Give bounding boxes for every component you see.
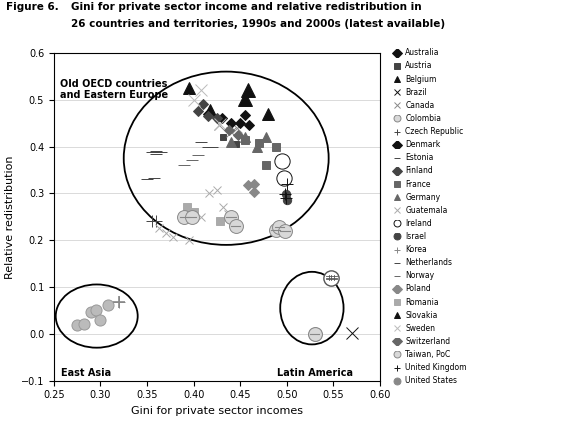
Text: Denmark: Denmark [405, 140, 441, 149]
Text: Israel: Israel [405, 232, 426, 241]
Text: Canada: Canada [405, 101, 435, 110]
Text: Ireland: Ireland [405, 219, 432, 228]
Text: Korea: Korea [405, 245, 427, 254]
Text: Latin America: Latin America [277, 368, 353, 378]
Text: Belgium: Belgium [405, 74, 437, 84]
Text: Gini for private sector income and relative redistribution in: Gini for private sector income and relat… [71, 2, 421, 12]
Text: Colombia: Colombia [405, 114, 441, 123]
Text: Australia: Australia [405, 48, 440, 58]
X-axis label: Gini for private sector incomes: Gini for private sector incomes [131, 406, 303, 416]
Text: Poland: Poland [405, 284, 431, 294]
Text: Figure 6.: Figure 6. [6, 2, 58, 12]
Text: Brazil: Brazil [405, 88, 427, 97]
Text: Guatemala: Guatemala [405, 206, 448, 215]
Text: United States: United States [405, 376, 458, 385]
Text: Norway: Norway [405, 271, 434, 280]
Text: Slovakia: Slovakia [405, 310, 438, 320]
Text: Netherlands: Netherlands [405, 258, 452, 267]
Text: 26 countries and territories, 1990s and 2000s (latest available): 26 countries and territories, 1990s and … [71, 19, 445, 29]
Y-axis label: Relative redistribution: Relative redistribution [5, 155, 15, 278]
Text: United Kingdom: United Kingdom [405, 363, 467, 372]
Text: Sweden: Sweden [405, 324, 435, 333]
Text: Switzerland: Switzerland [405, 337, 451, 346]
Text: Estonia: Estonia [405, 153, 434, 162]
Text: Taiwan, PoC: Taiwan, PoC [405, 350, 451, 359]
Text: Romania: Romania [405, 297, 439, 307]
Text: Old OECD countries
and Eastern Europe: Old OECD countries and Eastern Europe [61, 79, 168, 100]
Text: Germany: Germany [405, 192, 441, 202]
Text: France: France [405, 179, 431, 189]
Text: Czech Republic: Czech Republic [405, 127, 464, 136]
Text: Finland: Finland [405, 166, 433, 176]
Text: Austria: Austria [405, 61, 433, 71]
Text: East Asia: East Asia [61, 368, 112, 378]
